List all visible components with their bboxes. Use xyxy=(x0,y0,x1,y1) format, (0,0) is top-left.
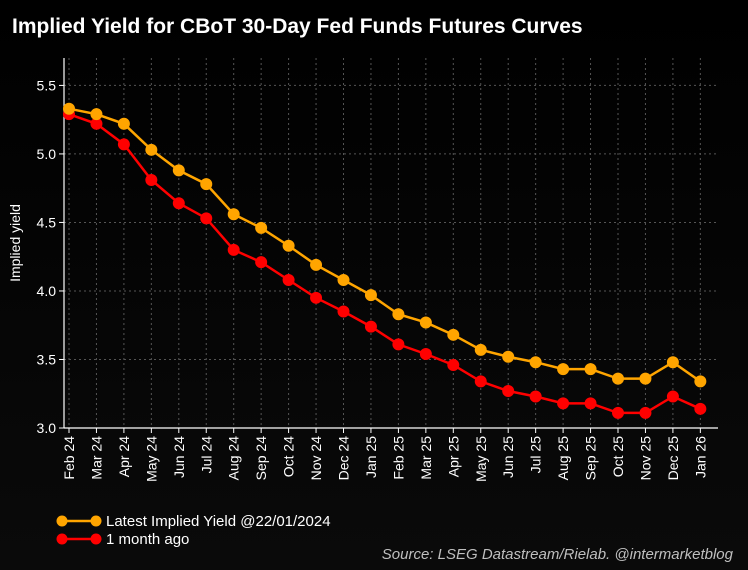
y-axis-label: Implied yield xyxy=(7,204,23,282)
data-point xyxy=(63,102,75,115)
x-tick-label: Aug 24 xyxy=(226,436,242,481)
data-point xyxy=(419,316,432,329)
data-point xyxy=(255,221,268,234)
x-tick-label: Dec 24 xyxy=(336,436,352,481)
data-point xyxy=(172,164,185,177)
x-tick-label: Jun 24 xyxy=(171,436,187,478)
x-tick-label: May 25 xyxy=(473,436,489,482)
x-tick-label: Feb 25 xyxy=(390,436,406,480)
x-tick-label: Mar 24 xyxy=(88,436,104,480)
data-point xyxy=(639,406,652,419)
data-point xyxy=(364,320,377,333)
legend-marker xyxy=(90,515,102,527)
x-tick-label: Apr 24 xyxy=(116,436,132,477)
legend-marker xyxy=(56,515,68,527)
y-tick-label: 3.0 xyxy=(37,420,57,436)
data-point xyxy=(145,143,158,156)
data-point xyxy=(612,406,624,419)
x-tick-label: Feb 24 xyxy=(61,436,77,480)
series-latest xyxy=(63,102,707,388)
data-point xyxy=(694,402,707,415)
data-point xyxy=(502,385,515,397)
y-tick-label: 3.5 xyxy=(37,351,57,367)
y-tick-label: 5.0 xyxy=(37,146,57,162)
legend-marker xyxy=(56,533,68,545)
legend-label: Latest Implied Yield @22/01/2024 xyxy=(106,513,331,530)
data-point xyxy=(337,305,350,318)
data-point xyxy=(337,274,350,286)
x-tick-label: Jan 25 xyxy=(363,436,379,478)
x-tick-label: Dec 25 xyxy=(665,436,681,481)
x-tick-label: Jul 24 xyxy=(198,436,214,474)
y-tick-label: 5.5 xyxy=(37,77,57,93)
data-series xyxy=(63,102,707,419)
data-point xyxy=(145,173,158,186)
legend-label: 1 month ago xyxy=(106,531,189,548)
data-point xyxy=(392,308,405,321)
legend-item: 1 month ago xyxy=(56,531,189,548)
data-point xyxy=(117,138,130,151)
data-point xyxy=(227,243,240,256)
data-point xyxy=(392,338,405,351)
grid-lines xyxy=(64,58,718,429)
data-point xyxy=(227,208,240,221)
source-note: Source: LSEG Datastream/Rielab. @interma… xyxy=(382,546,734,563)
data-point xyxy=(310,258,323,271)
series-line xyxy=(68,107,702,383)
x-tick-label: Oct 25 xyxy=(610,436,626,477)
data-point xyxy=(282,239,295,252)
x-tick-label: May 24 xyxy=(143,436,159,482)
legend-item: Latest Implied Yield @22/01/2024 xyxy=(56,513,331,530)
data-point xyxy=(364,289,377,302)
data-point xyxy=(474,375,487,388)
x-tick-label: Oct 24 xyxy=(281,436,297,477)
x-tick-label: Nov 24 xyxy=(308,436,324,481)
x-tick-label: Mar 25 xyxy=(418,436,434,480)
x-tick-label: Jun 25 xyxy=(500,436,516,478)
data-point xyxy=(447,328,460,341)
x-tick-label: Sep 24 xyxy=(253,436,269,481)
axes xyxy=(59,58,718,433)
x-tick-label: Nov 25 xyxy=(637,436,653,481)
data-point xyxy=(90,108,103,121)
data-point xyxy=(255,256,268,269)
y-tick-label: 4.0 xyxy=(37,283,57,299)
x-tick-labels: Feb 24 Mar 24 Apr 24 May 24 Jun 24 Jul 24 Aug … xyxy=(61,436,708,482)
data-point xyxy=(117,117,130,130)
x-tick-label: Sep 25 xyxy=(583,436,599,481)
data-point xyxy=(529,390,542,403)
data-point xyxy=(584,397,597,410)
data-point xyxy=(502,350,515,363)
x-tick-label: Jan 26 xyxy=(692,436,708,478)
data-point xyxy=(419,348,432,360)
data-point xyxy=(200,212,213,225)
data-point xyxy=(639,372,652,385)
y-tick-label: 4.5 xyxy=(37,214,57,230)
data-point xyxy=(666,390,679,403)
data-point xyxy=(474,343,487,356)
data-point xyxy=(172,197,185,210)
x-tick-label: Jul 25 xyxy=(528,436,544,474)
x-tick-label: Apr 25 xyxy=(445,436,461,477)
data-point xyxy=(447,358,460,371)
data-point xyxy=(310,291,323,304)
data-point xyxy=(694,375,707,388)
data-point xyxy=(200,178,213,191)
series-one-month-ago xyxy=(63,108,707,419)
data-point xyxy=(584,363,597,376)
chart-title: Implied Yield for CBoT 30-Day Fed Funds … xyxy=(12,15,583,38)
data-point xyxy=(666,356,679,369)
y-tick-labels: 3.0 3.5 4.0 4.5 5.0 5.5 xyxy=(37,77,57,436)
data-point xyxy=(529,356,542,369)
legend-marker xyxy=(90,533,102,545)
data-point xyxy=(557,363,570,376)
data-point xyxy=(612,372,624,385)
data-point xyxy=(282,274,295,286)
data-point xyxy=(557,397,570,410)
x-tick-label: Aug 25 xyxy=(555,436,571,481)
